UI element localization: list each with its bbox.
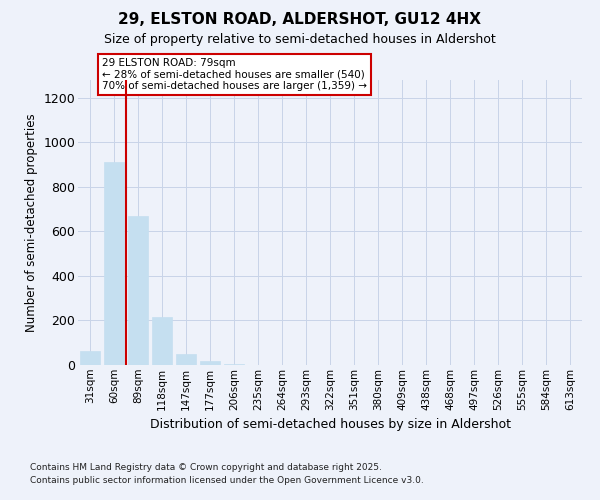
Bar bbox=[176, 354, 196, 365]
Text: Contains public sector information licensed under the Open Government Licence v3: Contains public sector information licen… bbox=[30, 476, 424, 485]
Text: Size of property relative to semi-detached houses in Aldershot: Size of property relative to semi-detach… bbox=[104, 32, 496, 46]
Text: 29 ELSTON ROAD: 79sqm
← 28% of semi-detached houses are smaller (540)
70% of sem: 29 ELSTON ROAD: 79sqm ← 28% of semi-deta… bbox=[102, 58, 367, 91]
Bar bbox=[128, 216, 148, 365]
Bar bbox=[152, 317, 172, 365]
Bar bbox=[80, 350, 100, 365]
X-axis label: Distribution of semi-detached houses by size in Aldershot: Distribution of semi-detached houses by … bbox=[149, 418, 511, 431]
Bar bbox=[104, 162, 124, 365]
Text: 29, ELSTON ROAD, ALDERSHOT, GU12 4HX: 29, ELSTON ROAD, ALDERSHOT, GU12 4HX bbox=[119, 12, 482, 28]
Y-axis label: Number of semi-detached properties: Number of semi-detached properties bbox=[25, 113, 38, 332]
Bar bbox=[200, 360, 220, 365]
Text: Contains HM Land Registry data © Crown copyright and database right 2025.: Contains HM Land Registry data © Crown c… bbox=[30, 464, 382, 472]
Bar bbox=[224, 364, 244, 365]
